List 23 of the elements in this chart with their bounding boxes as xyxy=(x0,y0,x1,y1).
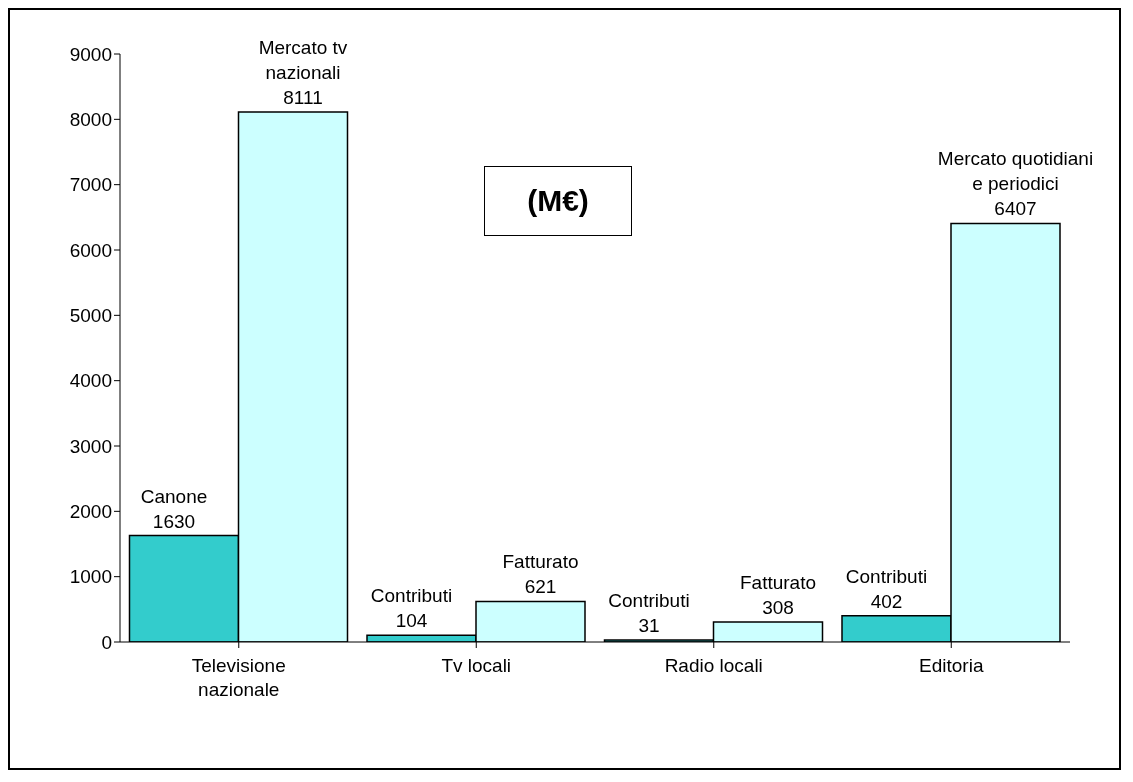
y-tick-label: 1000 xyxy=(69,566,112,588)
data-label: Contributi 31 xyxy=(608,589,690,636)
x-tick-label: Radio locali xyxy=(664,655,763,676)
y-tick-label: 4000 xyxy=(69,370,112,392)
y-tick-label: 8000 xyxy=(69,109,112,131)
y-tick-label: 0 xyxy=(101,631,112,653)
data-label: Fatturato 621 xyxy=(502,551,579,598)
data-label: Contributi 104 xyxy=(370,585,453,632)
data-label: Fatturato 308 xyxy=(739,571,817,618)
y-tick-label: 6000 xyxy=(69,239,112,261)
y-tick-label: 7000 xyxy=(69,174,112,196)
y-tick-label: 2000 xyxy=(69,501,112,523)
data-label: Canone 1630 xyxy=(140,485,208,532)
x-tick-label: Editoria xyxy=(919,655,984,676)
y-tick-label: 3000 xyxy=(69,435,112,457)
y-tick-label: 5000 xyxy=(69,305,112,327)
data-label: Mercato quotidiani e periodici 6407 xyxy=(937,148,1094,220)
data-label: Contributi 402 xyxy=(845,565,928,612)
annotation: (M€) xyxy=(484,166,632,236)
x-tick-label: Televisione nazionale xyxy=(191,655,286,700)
data-label: Mercato tv nazionali 8111 xyxy=(258,37,348,109)
y-tick-label: 9000 xyxy=(69,43,112,65)
x-tick-label: Tv locali xyxy=(441,655,512,676)
